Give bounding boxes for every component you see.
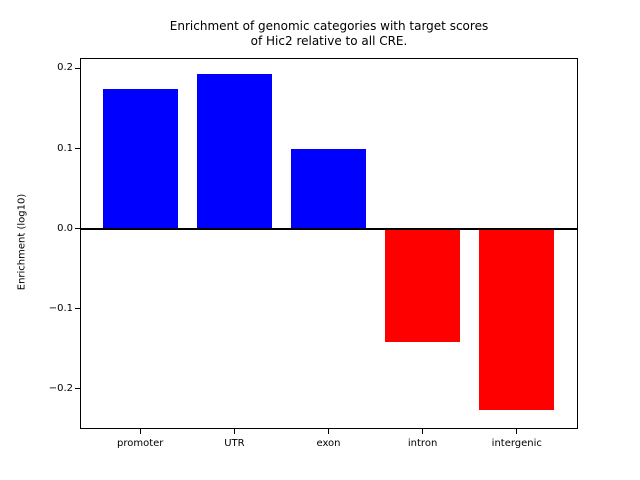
plot-area — [80, 58, 578, 429]
x-tick-mark — [328, 429, 329, 434]
y-tick-mark — [75, 388, 80, 390]
x-tick-mark — [233, 429, 235, 434]
x-tick-mark — [516, 429, 518, 434]
zero-line — [80, 227, 577, 230]
x-tick-mark — [139, 429, 141, 434]
bar-promoter — [102, 89, 178, 229]
x-tick-label-UTR: UTR — [224, 438, 245, 449]
chart-title-line1: Enrichment of genomic categories with ta… — [169, 19, 489, 33]
bar-exon — [290, 149, 367, 229]
y-tick-label: 0.1 — [57, 142, 73, 154]
bar-intergenic — [479, 228, 555, 411]
bar-intron — [385, 228, 461, 343]
y-tick-label: 0.0 — [57, 222, 73, 234]
y-axis-label: Enrichment (log10) — [16, 193, 28, 291]
chart-title-line2: of Hic2 relative to all CRE. — [250, 34, 408, 48]
bar-UTR — [196, 74, 272, 229]
chart-title: Enrichment of genomic categories with ta… — [80, 19, 578, 49]
y-tick-mark — [75, 228, 80, 230]
y-tick-mark — [75, 308, 80, 310]
x-tick-label-exon: exon — [316, 438, 341, 449]
y-tick-mark — [75, 148, 80, 149]
x-tick-label-intergenic: intergenic — [491, 438, 542, 449]
x-tick-label-promoter: promoter — [116, 438, 164, 449]
x-tick-label-intron: intron — [407, 438, 438, 449]
y-tick-label: −0.2 — [48, 382, 73, 394]
y-tick-mark — [75, 67, 80, 69]
y-tick-label: 0.2 — [57, 62, 73, 74]
y-tick-label: −0.1 — [48, 302, 73, 314]
x-tick-mark — [422, 429, 424, 434]
